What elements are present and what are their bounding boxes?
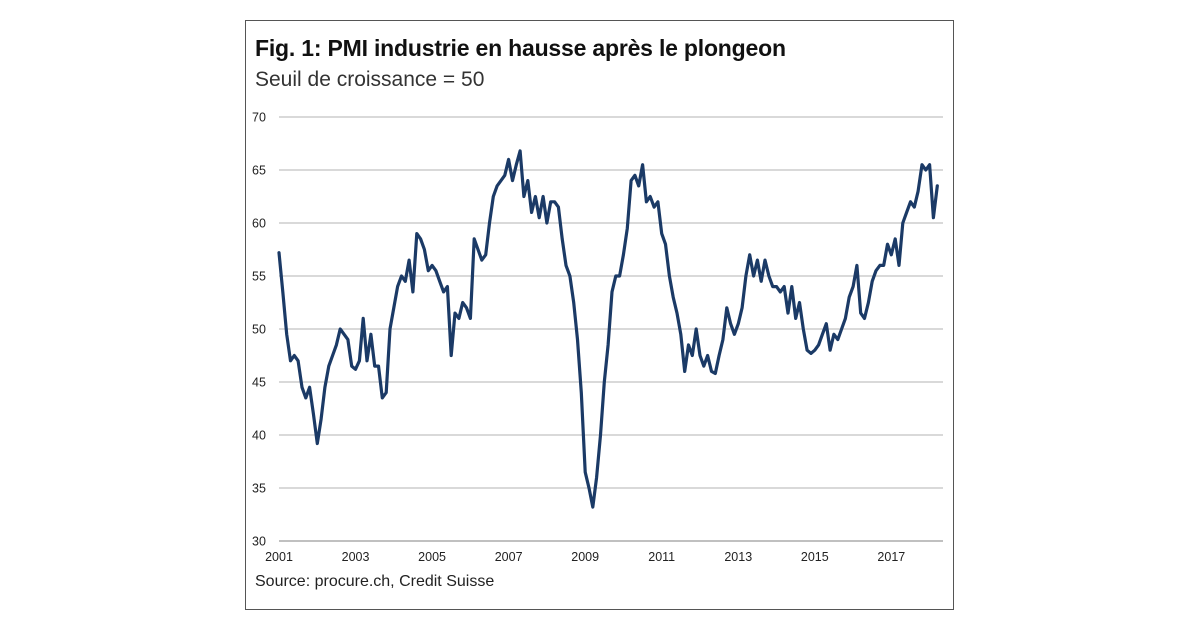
x-tick-label: 2005: [418, 550, 446, 564]
y-tick-label: 50: [252, 323, 266, 337]
y-tick-label: 60: [252, 217, 266, 231]
x-tick-label: 2015: [801, 550, 829, 564]
x-tick-label: 2007: [495, 550, 523, 564]
chart-source: Source: procure.ch, Credit Suisse: [255, 573, 495, 590]
x-tick-label: 2013: [724, 550, 752, 564]
x-tick-label: 2009: [571, 550, 599, 564]
y-tick-label: 70: [252, 111, 266, 125]
pmi-series-line: [277, 149, 939, 509]
chart-frame: Fig. 1: PMI industrie en hausse après le…: [245, 20, 954, 610]
y-tick-label: 35: [252, 482, 266, 496]
x-tick-label: 2017: [877, 550, 905, 564]
y-tick-label: 40: [252, 429, 266, 443]
chart-subtitle: Seuil de croissance = 50: [255, 68, 485, 91]
pmi-line-chart: 30 35 40 45 50 55 60 65 70 2001 2003 2005 2007 2009 20…: [252, 111, 943, 564]
y-tick-label: 30: [252, 535, 266, 549]
chart-title: Fig. 1: PMI industrie en hausse après le…: [255, 35, 786, 61]
x-tick-label: 2003: [342, 550, 370, 564]
x-tick-label: 2001: [265, 550, 293, 564]
y-tick-label: 55: [252, 270, 266, 284]
y-tick-label: 45: [252, 376, 266, 390]
x-tick-label: 2011: [648, 550, 675, 564]
y-tick-label: 65: [252, 164, 266, 178]
